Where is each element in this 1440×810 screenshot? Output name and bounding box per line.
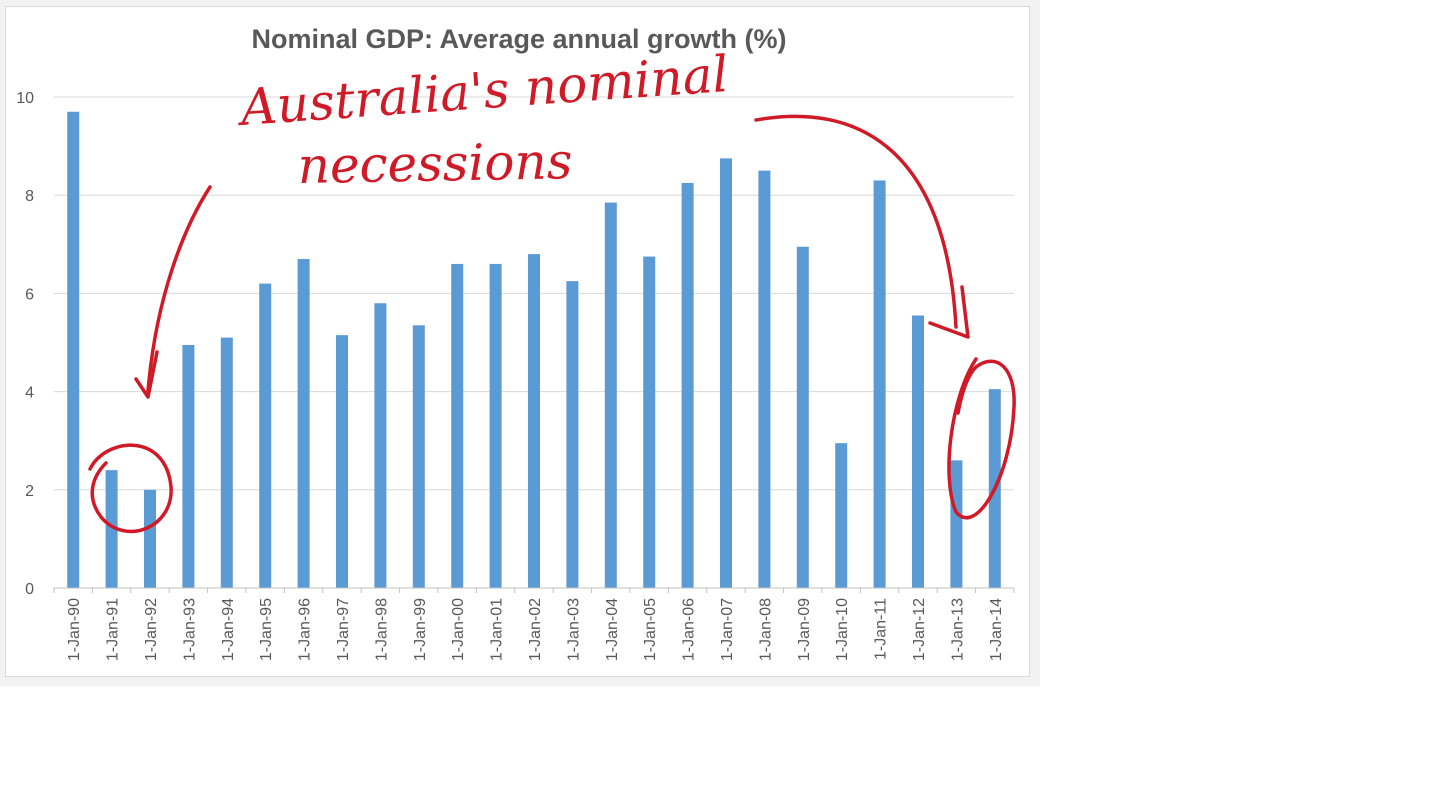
x-tick-label: 1-Jan-13: [949, 598, 966, 661]
x-tick-label: 1-Jan-98: [373, 598, 390, 661]
right-arrowhead-icon: [928, 285, 970, 339]
bar: [336, 335, 348, 588]
x-tick-label: 1-Jan-92: [143, 598, 160, 661]
x-tick-label: 1-Jan-97: [335, 598, 352, 661]
x-tick-label: 1-Jan-93: [181, 598, 198, 661]
y-tick-label: 8: [25, 188, 34, 205]
x-tick-label: 1-Jan-11: [873, 598, 890, 660]
x-tick-label: 1-Jan-03: [565, 598, 582, 661]
x-tick-label: 1-Jan-06: [681, 598, 698, 661]
bar: [950, 460, 963, 588]
bar: [259, 283, 272, 588]
bar: [528, 254, 540, 588]
annotation-text-line2: necessions: [297, 132, 573, 195]
bar: [67, 111, 80, 588]
x-tick-label: 1-Jan-96: [297, 598, 314, 661]
bar: [220, 337, 233, 588]
bar: [720, 158, 732, 588]
bar: [604, 202, 617, 588]
chart-area: 0 2 4 6 8 10 1-Jan-90 1-Jan-91 1-Jan-92 1-Jan-93…: [5, 6, 1030, 677]
bars: [53, 111, 1015, 593]
bar: [144, 489, 156, 588]
y-tick-label: 10: [16, 90, 34, 107]
bar: [796, 246, 809, 588]
y-tick-labels: 0 2 4 6 8 10: [16, 90, 34, 598]
left-circle-icon: [88, 443, 173, 534]
bar: [758, 170, 771, 588]
x-tick-label: 1-Jan-07: [719, 598, 736, 661]
bar: [643, 256, 656, 588]
bar: [374, 303, 387, 588]
bar: [297, 259, 310, 588]
x-tick-label: 1-Jan-10: [834, 598, 851, 661]
y-tick-label: 4: [25, 385, 34, 402]
x-tick-labels: 1-Jan-90 1-Jan-91 1-Jan-92 1-Jan-93 1-Jan-94…: [66, 598, 1005, 661]
bar: [182, 344, 195, 588]
x-tick-label: 1-Jan-05: [642, 598, 659, 661]
bar: [835, 443, 848, 588]
x-tick-label: 1-Jan-94: [220, 598, 237, 661]
x-tick-label: 1-Jan-91: [105, 598, 122, 661]
bar: [566, 281, 579, 588]
chart-outer-frame: 0 2 4 6 8 10 1-Jan-90 1-Jan-91 1-Jan-92 1-Jan-93…: [0, 0, 1040, 686]
x-tick-label: 1-Jan-08: [757, 598, 774, 661]
chart-title: Nominal GDP: Average annual growth (%): [251, 24, 786, 54]
bar: [105, 470, 118, 588]
x-tick-label: 1-Jan-02: [527, 598, 544, 661]
y-tick-label: 0: [25, 581, 34, 598]
left-arrowhead-icon: [134, 350, 159, 399]
right-circle-icon: [947, 357, 1016, 520]
x-tick-label: 1-Jan-14: [988, 598, 1005, 661]
y-tick-label: 6: [25, 286, 34, 303]
bar: [681, 182, 694, 589]
bar: [412, 325, 425, 588]
bar: [451, 263, 464, 588]
x-tick-label: 1-Jan-12: [911, 598, 928, 661]
y-tick-label: 2: [25, 483, 34, 500]
left-arrow-icon: [146, 185, 212, 393]
x-tick-label: 1-Jan-01: [489, 598, 506, 661]
annotation-text-line1: Australia's nominal: [235, 45, 730, 137]
right-arrow-icon: [754, 114, 958, 329]
bar: [912, 315, 924, 588]
x-tick-label: 1-Jan-99: [412, 598, 429, 661]
x-tick-label: 1-Jan-00: [450, 598, 467, 661]
bar: [873, 180, 886, 588]
x-tick-label: 1-Jan-04: [604, 598, 621, 661]
x-tick-label: 1-Jan-90: [66, 598, 83, 661]
chart-svg: 0 2 4 6 8 10 1-Jan-90 1-Jan-91 1-Jan-92 1-Jan-93…: [16, 24, 1016, 661]
bar: [489, 263, 502, 588]
x-tick-label: 1-Jan-95: [258, 598, 275, 661]
x-tick-label: 1-Jan-09: [796, 598, 813, 661]
